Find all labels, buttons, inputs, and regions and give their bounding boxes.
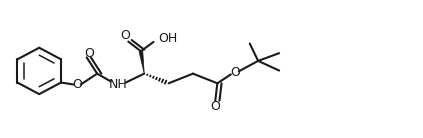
Text: O: O xyxy=(210,100,220,113)
Text: NH: NH xyxy=(109,78,128,91)
Text: O: O xyxy=(121,29,130,42)
Text: O: O xyxy=(84,47,94,60)
Text: OH: OH xyxy=(159,32,178,45)
Text: O: O xyxy=(72,78,82,91)
Text: O: O xyxy=(230,66,240,79)
Polygon shape xyxy=(139,51,144,74)
